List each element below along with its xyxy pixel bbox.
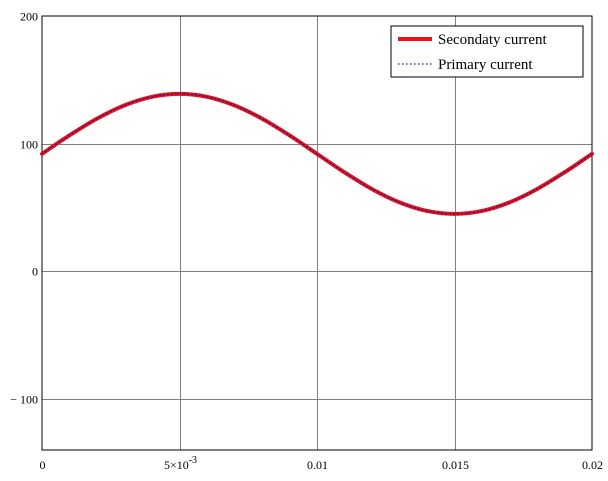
x-axis-ticks: 0 5×10-3 0.01 0.015 0.02 bbox=[40, 455, 604, 472]
y-tick-label: 0 bbox=[32, 265, 38, 279]
series-layer bbox=[40, 91, 594, 216]
series-primary-current-line bbox=[41, 93, 593, 215]
legend-label-secondary: Secondaty current bbox=[438, 32, 548, 48]
x-tick-label: 5×10-3 bbox=[164, 455, 197, 472]
x-tick-label: 0.01 bbox=[307, 458, 328, 472]
y-axis-ticks: 200 100 0 − 100 bbox=[10, 10, 38, 407]
x-tick-label: 0.015 bbox=[442, 458, 469, 472]
x-tick-exponent: -3 bbox=[189, 455, 197, 466]
legend: Secondaty current Primary current bbox=[390, 25, 584, 78]
y-tick-label: 100 bbox=[20, 138, 38, 152]
y-tick-label: − 100 bbox=[10, 393, 38, 407]
y-tick-label: 200 bbox=[20, 10, 38, 24]
grid bbox=[42, 16, 592, 450]
legend-box bbox=[390, 25, 584, 78]
plot-frame bbox=[41, 15, 593, 451]
legend-label-primary: Primary current bbox=[438, 57, 533, 73]
x-tick-label: 0.02 bbox=[582, 458, 603, 472]
x-tick-label: 0 bbox=[40, 458, 46, 472]
